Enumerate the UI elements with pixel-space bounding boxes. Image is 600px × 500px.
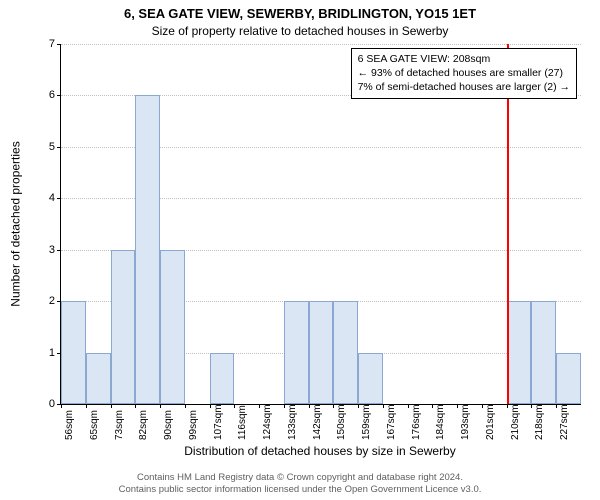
x-tick-mark [408, 404, 409, 408]
y-tick-mark [57, 250, 61, 251]
x-tick-label: 201sqm [485, 404, 496, 440]
x-tick-label: 107sqm [213, 404, 224, 440]
x-axis-label: Distribution of detached houses by size … [60, 444, 580, 458]
x-tick-mark [160, 404, 161, 408]
x-tick-mark [284, 404, 285, 408]
x-tick-mark [333, 404, 334, 408]
x-tick-mark [457, 404, 458, 408]
x-tick-label: 99sqm [188, 410, 199, 440]
y-tick-label: 3 [49, 244, 55, 256]
x-tick-mark [556, 404, 557, 408]
y-tick-label: 0 [49, 398, 55, 410]
chart-container: 6, SEA GATE VIEW, SEWERBY, BRIDLINGTON, … [0, 0, 600, 500]
histogram-bar [358, 353, 383, 404]
x-tick-mark [210, 404, 211, 408]
x-tick-label: 210sqm [510, 404, 521, 440]
y-axis-label-text: Number of detached properties [9, 141, 23, 306]
y-tick-label: 6 [49, 89, 55, 101]
x-tick-mark [259, 404, 260, 408]
annotation-line1: 6 SEA GATE VIEW: 208sqm [358, 52, 570, 66]
y-tick-mark [57, 147, 61, 148]
x-tick-mark [432, 404, 433, 408]
histogram-bar [61, 301, 86, 404]
y-tick-label: 5 [49, 141, 55, 153]
x-tick-label: 193sqm [460, 404, 471, 440]
x-tick-label: 167sqm [386, 404, 397, 440]
y-tick-label: 7 [49, 38, 55, 50]
x-tick-mark [135, 404, 136, 408]
x-tick-label: 142sqm [312, 404, 323, 440]
footer-line1: Contains HM Land Registry data © Crown c… [0, 472, 600, 484]
y-axis-label: Number of detached properties [8, 44, 24, 404]
x-tick-label: 184sqm [435, 404, 446, 440]
x-tick-label: 227sqm [559, 404, 570, 440]
x-tick-mark [358, 404, 359, 408]
x-tick-mark [61, 404, 62, 408]
footer-line2: Contains public sector information licen… [0, 484, 600, 496]
x-tick-label: 159sqm [361, 404, 372, 440]
x-tick-label: 90sqm [163, 410, 174, 440]
annotation-line2: ← 93% of detached houses are smaller (27… [358, 66, 570, 80]
x-tick-mark [185, 404, 186, 408]
histogram-bar [210, 353, 235, 404]
y-tick-mark [57, 95, 61, 96]
title-main: 6, SEA GATE VIEW, SEWERBY, BRIDLINGTON, … [0, 6, 600, 21]
x-tick-mark [482, 404, 483, 408]
histogram-bar [111, 250, 136, 404]
histogram-bar [507, 301, 532, 404]
x-tick-label: 82sqm [138, 410, 149, 440]
x-tick-label: 73sqm [114, 410, 125, 440]
x-tick-mark [234, 404, 235, 408]
x-tick-mark [383, 404, 384, 408]
x-tick-label: 65sqm [89, 410, 100, 440]
x-tick-label: 176sqm [411, 404, 422, 440]
annotation-line3: 7% of semi-detached houses are larger (2… [358, 80, 570, 94]
annotation-box: 6 SEA GATE VIEW: 208sqm← 93% of detached… [351, 48, 577, 99]
histogram-bar [135, 95, 160, 404]
histogram-bar [160, 250, 185, 404]
footer-attribution: Contains HM Land Registry data © Crown c… [0, 472, 600, 496]
x-tick-label: 124sqm [262, 404, 273, 440]
histogram-bar [531, 301, 556, 404]
x-tick-mark [111, 404, 112, 408]
x-tick-label: 116sqm [237, 405, 248, 440]
y-tick-mark [57, 198, 61, 199]
histogram-bar [309, 301, 334, 404]
y-tick-mark [57, 44, 61, 45]
x-tick-label: 218sqm [534, 404, 545, 440]
gridline [61, 44, 581, 45]
plot-area: 0123456756sqm65sqm73sqm82sqm90sqm99sqm10… [60, 44, 581, 405]
x-tick-label: 133sqm [287, 404, 298, 440]
x-tick-mark [309, 404, 310, 408]
x-tick-label: 56sqm [64, 410, 75, 440]
histogram-bar [284, 301, 309, 404]
x-tick-mark [507, 404, 508, 408]
histogram-bar [333, 301, 358, 404]
y-tick-label: 1 [49, 347, 55, 359]
x-tick-mark [531, 404, 532, 408]
histogram-bar [556, 353, 581, 404]
histogram-bar [86, 353, 111, 404]
x-tick-mark [86, 404, 87, 408]
title-sub: Size of property relative to detached ho… [0, 24, 600, 38]
y-tick-label: 4 [49, 192, 55, 204]
x-tick-label: 150sqm [336, 404, 347, 440]
y-tick-label: 2 [49, 295, 55, 307]
